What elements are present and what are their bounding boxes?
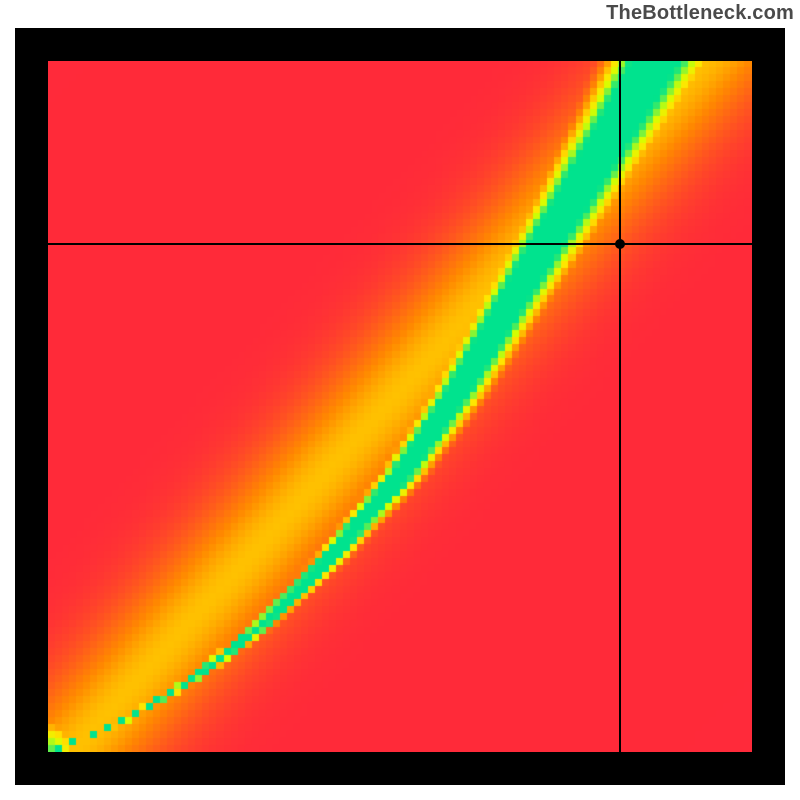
crosshair-horizontal xyxy=(48,243,752,245)
heatmap-canvas xyxy=(48,61,752,752)
crosshair-marker xyxy=(615,239,625,249)
bottleneck-heatmap-frame: TheBottleneck.com xyxy=(0,0,800,800)
attribution-text: TheBottleneck.com xyxy=(606,2,794,25)
heatmap-plot xyxy=(48,61,752,752)
crosshair-vertical xyxy=(619,61,621,752)
plot-outer-border xyxy=(15,28,785,785)
